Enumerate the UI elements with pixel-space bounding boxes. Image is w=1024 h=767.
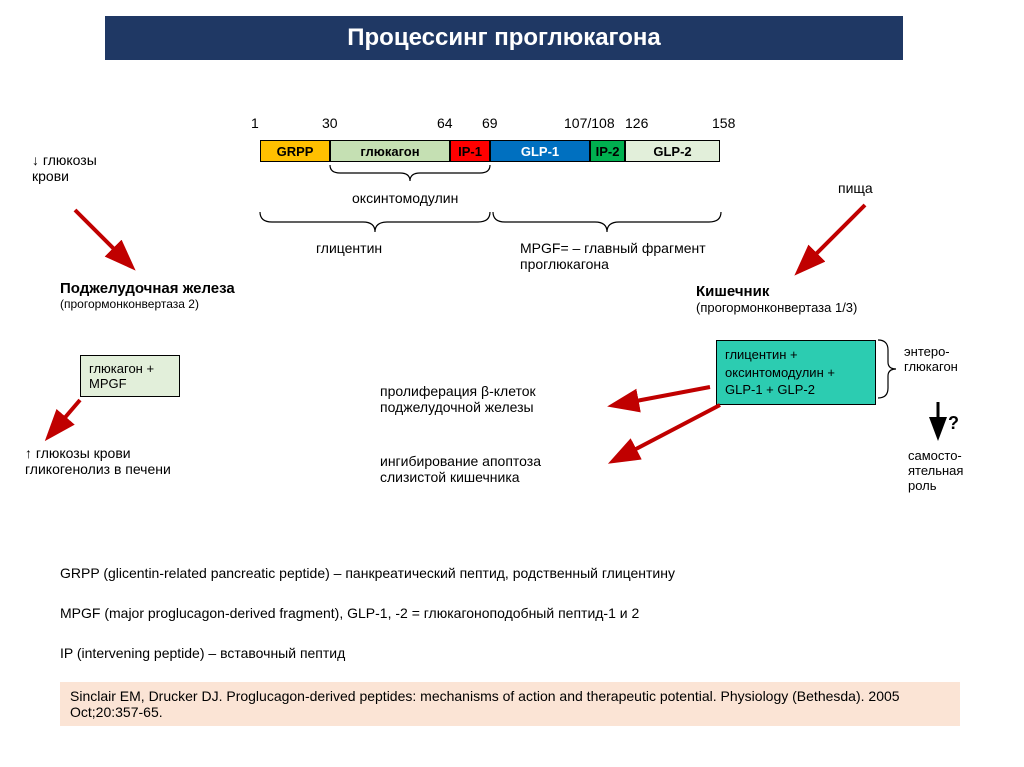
seg-glp2: GLP-2 [625, 140, 720, 162]
pos-69: 69 [482, 115, 498, 131]
def-ip: IP (intervening peptide) – вставочный пе… [60, 645, 960, 661]
seg-ip2: IP-2 [590, 140, 625, 162]
label-mpgf: MPGF= – главный фрагмент проглюкагона [520, 240, 730, 272]
right-question: ? [948, 413, 959, 434]
arrow-left-trigger [70, 205, 150, 280]
left-effect: ↑ глюкозы крови гликогенолиз в печени [25, 445, 175, 477]
left-product: глюкагон + MPGF [80, 355, 180, 397]
arrow-right-trigger [790, 200, 880, 280]
pos-30: 30 [322, 115, 338, 131]
right-effect: самосто-ятельная роль [908, 448, 993, 493]
center-effect-2: ингибирование апоптоза слизистой кишечни… [380, 453, 600, 485]
def-grpp: GRPP (glicentin-related pancreatic pepti… [60, 565, 960, 581]
right-organ: Кишечник (прогормонконвертаза 1/3) [696, 283, 857, 315]
pos-1: 1 [251, 115, 259, 131]
arrow-right-glp2 [928, 400, 948, 445]
label-oxyntomodulin: оксинтомодулин [352, 190, 458, 206]
left-trigger: ↓ глюкозы крови [32, 152, 112, 184]
right-organ-title: Кишечник [696, 283, 857, 300]
seg-ip1: IP-1 [450, 140, 490, 162]
pos-158: 158 [712, 115, 735, 131]
brace-enteroglucagon [878, 340, 898, 398]
def-mpgf: MPGF (major proglucagon-derived fragment… [60, 605, 960, 621]
pos-64: 64 [437, 115, 453, 131]
center-effect-1: пролиферация β-клеток поджелудочной желе… [380, 383, 600, 415]
brace-glicentin [260, 212, 490, 236]
arrow-to-apoptosis [605, 400, 725, 470]
right-product: глицентин + оксинтомодулин + GLP-1 + GLP… [716, 340, 876, 405]
left-organ-sub: (прогормонконвертаза 2) [60, 297, 235, 311]
label-glicentin: глицентин [316, 240, 382, 256]
label-enteroglucagon: энтеро-глюкагон [904, 344, 984, 374]
reference-text: Sinclair EM, Drucker DJ. Proglucagon-der… [70, 688, 900, 720]
reference-box: Sinclair EM, Drucker DJ. Proglucagon-der… [60, 682, 960, 726]
arrow-left-effect [40, 395, 100, 445]
brace-oxyntomodulin [330, 165, 490, 185]
page-title: Процессинг проглюкагона [347, 24, 660, 51]
right-organ-sub: (прогормонконвертаза 1/3) [696, 300, 857, 315]
right-trigger: пища [838, 180, 873, 196]
left-organ-title: Поджелудочная железа [60, 280, 235, 297]
protein-bar: GRPP глюкагон IP-1 GLP-1 IP-2 GLP-2 [260, 140, 720, 162]
seg-glp1: GLP-1 [490, 140, 590, 162]
left-organ: Поджелудочная железа (прогормонконвертаз… [60, 280, 235, 311]
pos-107: 107/108 [564, 115, 615, 131]
seg-glucagon: глюкагон [330, 140, 450, 162]
brace-mpgf [493, 212, 721, 236]
seg-grpp: GRPP [260, 140, 330, 162]
title-bar: Процессинг проглюкагона [105, 16, 903, 60]
pos-126: 126 [625, 115, 648, 131]
